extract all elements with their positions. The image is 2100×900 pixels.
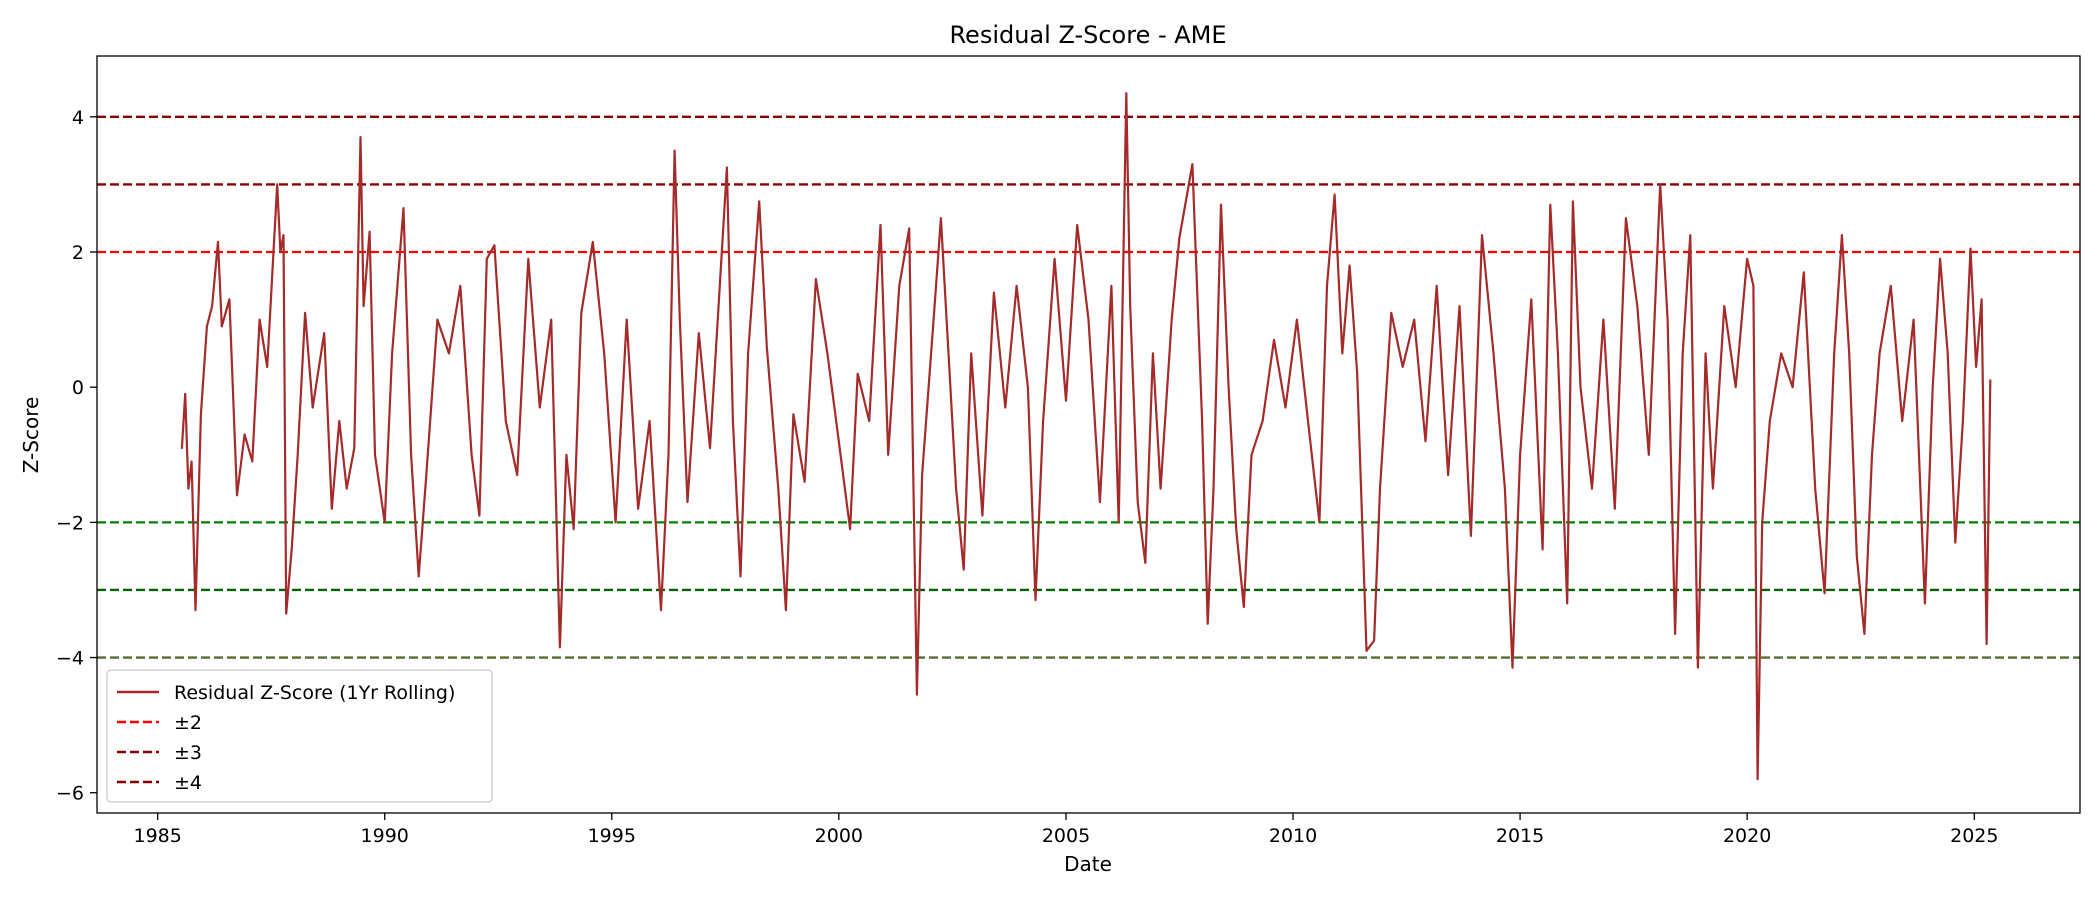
legend-label-pm4: ±4 xyxy=(174,772,202,794)
y-tick-label: −2 xyxy=(56,512,84,534)
x-axis-label: Date xyxy=(1064,852,1112,876)
y-tick-label: 0 xyxy=(72,377,84,399)
plot-frame xyxy=(96,55,2081,814)
x-tick-label: 2020 xyxy=(1723,825,1771,847)
x-tick-label: 2010 xyxy=(1269,825,1317,847)
y-axis: 4 2 0 −2 −4 −6 xyxy=(56,107,97,805)
x-tick-label: 2025 xyxy=(1950,825,1998,847)
y-tick-label: 2 xyxy=(72,242,84,264)
y-tick-label: −6 xyxy=(56,783,84,805)
legend: Residual Z-Score (1Yr Rolling) ±2 ±3 ±4 xyxy=(106,669,493,803)
x-tick-label: 2000 xyxy=(815,825,863,847)
chart-title: Residual Z-Score - AME xyxy=(949,21,1226,49)
series-lines xyxy=(180,92,1992,781)
y-tick-label: −4 xyxy=(56,648,84,670)
legend-label-zscore: Residual Z-Score (1Yr Rolling) xyxy=(174,682,455,704)
legend-label-pm2: ±2 xyxy=(174,712,202,734)
zscore-series-line xyxy=(180,92,1992,781)
legend-label-pm3: ±3 xyxy=(174,742,202,764)
reference-lines xyxy=(97,115,2080,659)
x-tick-label: 1990 xyxy=(361,825,409,847)
x-tick-label: 1985 xyxy=(133,825,181,847)
x-tick-label: 2015 xyxy=(1496,825,1544,847)
y-axis-label: Z-Score xyxy=(19,397,43,474)
y-tick-label: 4 xyxy=(72,107,84,129)
x-tick-label: 1995 xyxy=(588,825,636,847)
x-tick-label: 2005 xyxy=(1042,825,1090,847)
x-axis: 1985 1990 1995 2000 2005 2010 2015 2020 2025 xyxy=(133,813,1998,847)
legend-box xyxy=(106,669,493,803)
